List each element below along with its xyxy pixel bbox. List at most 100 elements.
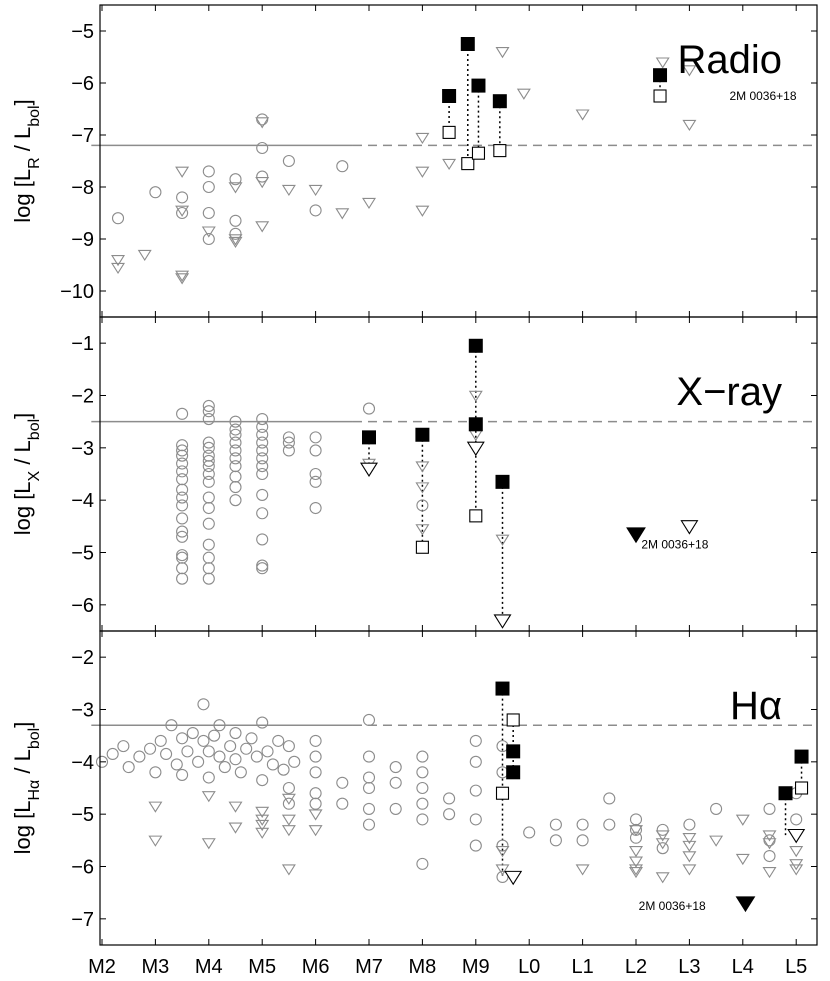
data-point-circle — [261, 745, 274, 758]
upper-limit-triangle — [175, 273, 190, 285]
data-point-circle — [710, 802, 723, 815]
data-point-circle — [282, 431, 295, 444]
x-tick-label: M4 — [195, 956, 223, 978]
upper-limit-triangle — [228, 182, 243, 194]
data-point-circle — [763, 802, 776, 815]
upper-limit-triangle-large — [787, 828, 806, 844]
data-point-circle — [309, 444, 322, 457]
upper-limit-triangle — [575, 864, 590, 876]
y-tick-label: −7 — [71, 125, 94, 147]
upper-limit-triangle — [201, 791, 216, 803]
data-point-circle — [656, 823, 669, 836]
upper-limit-triangle — [415, 524, 430, 536]
upper-limit-triangle-large — [680, 520, 699, 535]
upper-limit-triangle — [175, 270, 190, 282]
y-tick-label: −4 — [71, 490, 94, 512]
x-tick-label: L0 — [518, 956, 540, 978]
data-point-circle — [309, 467, 322, 481]
y-axis-label-part: log [L — [10, 481, 35, 535]
data-point-circle — [266, 758, 279, 771]
data-point-circle — [549, 818, 562, 831]
y-axis-label-part: ] — [10, 99, 35, 105]
x-tick-label: L4 — [732, 956, 754, 978]
data-point-circle — [229, 444, 242, 457]
upper-limit-triangle-filled — [735, 896, 756, 913]
x-tick-label: M9 — [462, 956, 490, 978]
upper-limit-triangle — [516, 88, 531, 100]
data-point-circle — [176, 206, 189, 220]
y-tick-label: −9 — [71, 229, 94, 251]
data-point-circle — [149, 766, 162, 779]
x-tick-label: L5 — [785, 956, 807, 978]
data-point-circle — [197, 734, 210, 747]
data-point-circle — [218, 761, 231, 774]
data-point-circle — [229, 423, 242, 436]
upper-limit-triangle — [228, 822, 243, 834]
data-point-circle — [277, 763, 290, 776]
data-point-circle — [202, 501, 215, 515]
data-point-circle — [469, 755, 482, 768]
data-point-circle — [362, 750, 376, 763]
y-axis-label-subscript: X — [26, 470, 43, 481]
upper-limit-triangle — [362, 197, 376, 210]
data-point-circle — [186, 726, 199, 740]
upper-limit-triangle — [655, 838, 670, 850]
data-point-circle — [309, 750, 322, 763]
data-point-circle — [202, 206, 215, 220]
data-point-circle — [240, 742, 253, 755]
data-point-circle — [362, 781, 376, 795]
data-point-circle — [213, 750, 226, 763]
quiescent-square — [653, 89, 667, 103]
x-tick-label: L1 — [571, 956, 593, 978]
y-tick-label: −6 — [71, 595, 94, 617]
upper-limit-triangle — [762, 866, 777, 879]
upper-limit-triangle — [735, 814, 750, 826]
data-point-circle — [496, 839, 509, 852]
upper-limit-triangle — [682, 851, 697, 863]
data-point-circle — [496, 870, 509, 884]
data-point-circle — [629, 813, 643, 826]
data-point-circle — [763, 849, 776, 863]
upper-limit-triangle — [111, 255, 126, 267]
data-point-circle — [469, 784, 482, 797]
upper-limit-triangle — [175, 205, 190, 217]
source-annotation: 2M 0036+18 — [639, 899, 706, 913]
quiescent-square — [493, 144, 507, 158]
data-point-circle — [282, 154, 295, 168]
data-point-circle — [176, 499, 189, 512]
data-point-circle — [256, 562, 269, 575]
panel-label: X−ray — [676, 370, 782, 414]
data-point-circle — [181, 745, 194, 758]
data-point-circle — [576, 834, 589, 847]
upper-limit-triangle — [468, 390, 483, 402]
upper-limit-triangle — [415, 482, 430, 494]
data-point-circle — [229, 436, 242, 449]
data-point-circle — [309, 787, 322, 800]
upper-limit-triangle — [629, 864, 643, 876]
y-axis-label-subscript: Hα — [26, 780, 43, 801]
upper-limit-triangle — [682, 840, 697, 853]
x-tick-label: L2 — [625, 956, 647, 978]
quiescent-square — [442, 125, 456, 139]
flare-square — [468, 417, 483, 432]
y-tick-label: −6 — [71, 857, 94, 879]
upper-limit-triangle-large — [360, 462, 378, 478]
upper-limit-triangle — [789, 846, 804, 858]
data-point-circle — [229, 428, 242, 441]
data-point-circle — [229, 481, 242, 494]
data-point-circle — [256, 444, 269, 457]
flare-square — [468, 338, 483, 353]
data-point-circle — [176, 449, 189, 462]
data-point-circle — [256, 436, 269, 449]
data-point-circle — [176, 191, 189, 204]
data-point-circle — [117, 740, 130, 753]
data-point-circle — [95, 755, 109, 768]
data-point-circle — [202, 412, 215, 426]
data-point-circle — [416, 781, 429, 795]
quiescent-square — [506, 713, 520, 727]
data-point-circle — [202, 475, 215, 488]
y-axis-label-part: log [L — [10, 169, 35, 223]
data-point-circle — [202, 562, 215, 575]
